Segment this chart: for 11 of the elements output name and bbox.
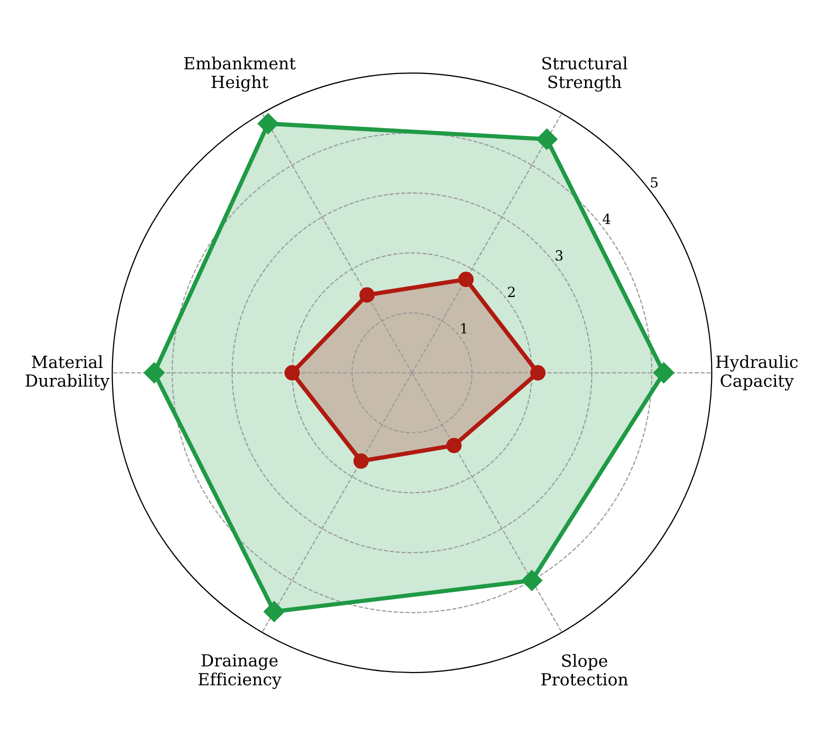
y-tick-label: 3	[556, 250, 562, 261]
spoke-label: Hydraulic Capacity	[716, 355, 798, 390]
spoke-label: Embankment Height	[184, 56, 296, 92]
spoke-label: Structural Strength	[542, 56, 628, 92]
y-tick-label: 4	[602, 214, 610, 224]
y-tick-label: 1	[461, 323, 466, 334]
spoke-label: Drainage Efficiency	[198, 654, 282, 689]
spoke-label: Material Durability	[26, 355, 110, 390]
y-tick-label: 5	[650, 177, 658, 188]
y-tick-label: 2	[508, 286, 515, 297]
spoke-label: Slope Protection	[541, 654, 628, 686]
